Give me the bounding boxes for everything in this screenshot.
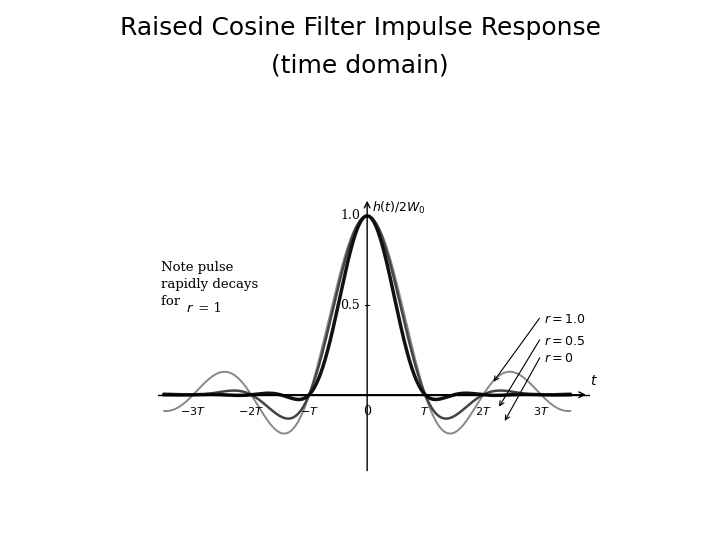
Text: $-2T$: $-2T$ [238,404,264,416]
Text: (time domain): (time domain) [271,54,449,78]
Text: = 1: = 1 [194,302,222,315]
Text: $-T$: $-T$ [300,404,318,416]
Text: $2T$: $2T$ [474,404,492,416]
Text: $3T$: $3T$ [533,404,549,416]
Text: $r = 0.5$: $r = 0.5$ [544,335,585,348]
Text: $r$: $r$ [186,302,194,315]
Text: $T$: $T$ [420,404,430,416]
Text: $-3T$: $-3T$ [180,404,206,416]
Text: $t$: $t$ [590,374,598,388]
Text: $r = 1.0$: $r = 1.0$ [544,313,585,326]
Text: Note pulse
rapidly decays
for: Note pulse rapidly decays for [161,261,258,308]
Text: 0.5: 0.5 [341,299,360,312]
Text: $r = 0$: $r = 0$ [544,353,574,366]
Text: $h(t)/2W_0$: $h(t)/2W_0$ [372,200,426,216]
Text: Raised Cosine Filter Impulse Response: Raised Cosine Filter Impulse Response [120,16,600,40]
Text: 1.0: 1.0 [341,210,360,222]
Text: 0: 0 [363,404,371,417]
